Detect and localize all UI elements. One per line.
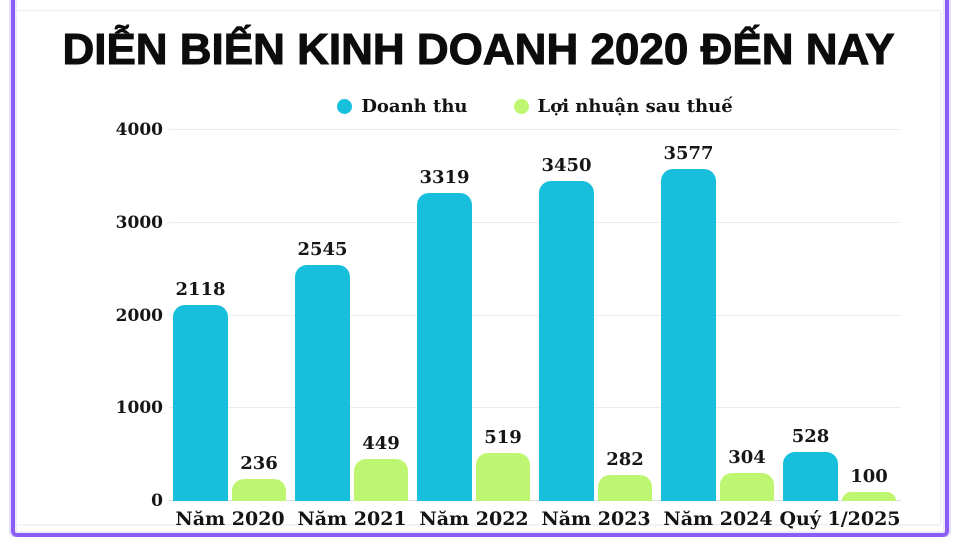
bar-revenue [173, 304, 228, 501]
bar-value-label: 528 [791, 426, 830, 448]
gridline [169, 500, 901, 501]
bar-value-label: 2545 [297, 238, 348, 260]
bar-value-label: 3319 [419, 167, 470, 189]
y-axis-tick-label: 0 [151, 491, 163, 511]
gridline [169, 407, 901, 409]
gridline [169, 129, 901, 130]
y-axis-tick-label: 3000 [115, 212, 163, 233]
bar-value-label: 2118 [175, 278, 226, 300]
gridline [169, 221, 901, 223]
plot-area: 2118 236 2545 449 3319 519 3450 282 3577 304 528 10… [169, 129, 901, 501]
bar-revenue [661, 169, 716, 501]
legend-label: Lợi nhuận sau thuế [537, 95, 733, 117]
bar-revenue [417, 193, 472, 501]
x-axis-tick-label: Quý 1/2025 [779, 508, 901, 530]
bar-value-label: 3577 [663, 143, 714, 165]
bar-profit [720, 472, 774, 501]
bar-profit [598, 474, 652, 501]
bar-revenue [539, 181, 594, 501]
y-axis-tick-label: 2000 [115, 305, 163, 326]
legend-dot-icon [513, 98, 529, 114]
bar-revenue [295, 264, 350, 501]
y-axis-tick-label: 1000 [115, 398, 163, 419]
bar-profit [476, 452, 530, 501]
bar-revenue [783, 452, 838, 501]
bar-value-label: 304 [728, 446, 766, 468]
bar-value-label: 100 [850, 465, 888, 487]
bar-value-label: 449 [362, 433, 400, 455]
bar-profit [842, 491, 896, 501]
y-axis-tick-label: 4000 [115, 120, 163, 140]
legend-label: Doanh thu [361, 95, 468, 117]
x-axis-tick-label: Năm 2023 [541, 508, 651, 530]
chart-legend: Doanh thu Lợi nhuận sau thuế [169, 95, 901, 117]
x-axis-tick-label: Năm 2024 [663, 508, 773, 530]
bar-value-label: 519 [484, 426, 522, 448]
x-axis-tick-label: Năm 2022 [419, 508, 529, 530]
gridline [169, 314, 901, 316]
bar-profit [354, 459, 408, 501]
x-axis-tick-label: Năm 2021 [297, 508, 407, 530]
bar-value-label: 282 [606, 448, 644, 470]
bar-profit [232, 479, 286, 501]
chart-title: DIỄN BIẾN KINH DOANH 2020 ĐẾN NAY [62, 25, 895, 75]
legend-item: Lợi nhuận sau thuế [513, 95, 733, 117]
legend-dot-icon [337, 98, 353, 114]
bar-value-label: 3450 [541, 155, 592, 177]
x-axis-tick-label: Năm 2020 [175, 508, 285, 530]
bar-value-label: 236 [240, 453, 278, 475]
chart-card: DIỄN BIẾN KINH DOANH 2020 ĐẾN NAY Doanh … [16, 10, 941, 530]
legend-item: Doanh thu [337, 95, 468, 117]
